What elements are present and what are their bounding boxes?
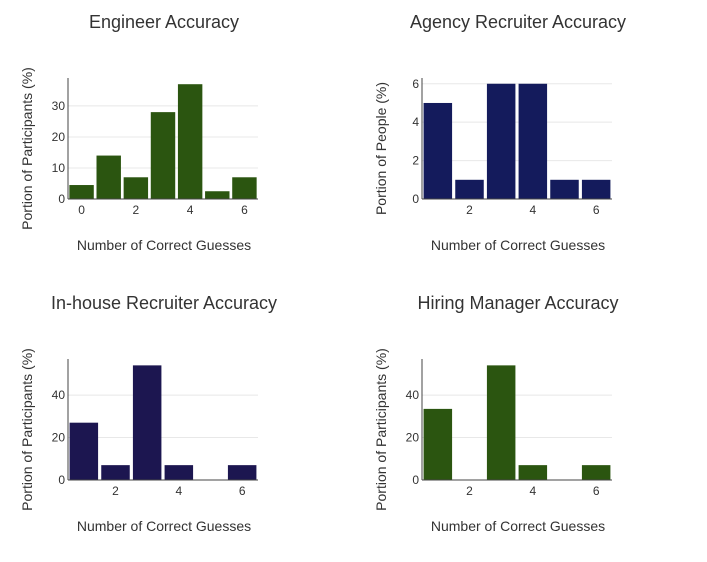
y-tick-label: 40 [406, 388, 420, 402]
bar [164, 465, 194, 480]
y-axis-label: Portion of Participants (%) [373, 348, 389, 511]
bar [123, 177, 149, 199]
chart-title: Agency Recruiter Accuracy [410, 12, 626, 32]
y-tick-label: 4 [412, 115, 419, 129]
x-tick-label: 2 [466, 203, 473, 217]
y-axis-label: Portion of Participants (%) [19, 348, 35, 511]
chart-svg: Hiring Manager Accuracy 0 20 40 2 4 6 Number of… [373, 293, 619, 534]
chart-svg: Engineer Accuracy 0 10 20 30 0 2 4 6 Number of Co… [19, 12, 258, 253]
y-axis-label: Portion of People (%) [373, 82, 389, 215]
y-tick-label: 20 [406, 431, 420, 445]
x-tick-label: 4 [175, 484, 182, 498]
x-tick-label: 2 [133, 203, 140, 217]
chart-hiring-manager-accuracy: Hiring Manager Accuracy 0 20 40 2 4 6 Number of… [354, 281, 707, 562]
x-tick-label: 6 [593, 484, 600, 498]
bar [101, 465, 130, 480]
bar [518, 83, 548, 199]
bar [518, 465, 548, 480]
x-tick-label: 0 [78, 203, 85, 217]
bar [177, 84, 203, 199]
y-tick-label: 0 [412, 192, 419, 206]
x-tick-label: 6 [241, 203, 248, 217]
chart-title: Hiring Manager Accuracy [417, 293, 618, 313]
chart-svg: Agency Recruiter Accuracy 0 2 4 6 2 4 6 Number o… [373, 12, 626, 253]
x-axis-label: Number of Correct Guesses [431, 237, 605, 253]
chart-inhouse-recruiter-accuracy: In-house Recruiter Accuracy 0 20 40 2 4 6 Numbe… [0, 281, 353, 562]
x-tick-label: 2 [466, 484, 473, 498]
bar [486, 83, 516, 199]
x-axis-label: Number of Correct Guesses [77, 237, 251, 253]
y-tick-label: 0 [58, 192, 65, 206]
bar [227, 465, 257, 480]
bar [581, 465, 611, 480]
y-tick-label: 2 [412, 154, 419, 168]
chart-title: Engineer Accuracy [89, 12, 239, 32]
bar [486, 365, 516, 480]
y-tick-label: 20 [52, 431, 66, 445]
x-tick-label: 4 [529, 203, 536, 217]
bar [581, 179, 611, 199]
x-axis-label: Number of Correct Guesses [431, 518, 605, 534]
x-tick-label: 6 [593, 203, 600, 217]
bar [132, 365, 162, 480]
bar [205, 191, 230, 199]
bar [96, 155, 121, 199]
y-tick-label: 10 [52, 161, 66, 175]
bar [69, 422, 99, 480]
bar [69, 185, 94, 199]
x-tick-label: 6 [239, 484, 246, 498]
chart-engineer-accuracy: Engineer Accuracy 0 10 20 30 0 2 4 6 Number of Co… [0, 0, 353, 281]
chart-title: In-house Recruiter Accuracy [51, 293, 277, 313]
x-tick-label: 2 [112, 484, 119, 498]
y-tick-label: 6 [412, 77, 419, 91]
bar [423, 102, 453, 199]
chart-svg: In-house Recruiter Accuracy 0 20 40 2 4 6 Numbe… [19, 293, 277, 534]
bar [423, 408, 453, 480]
y-tick-label: 0 [412, 473, 419, 487]
y-tick-label: 40 [52, 388, 66, 402]
chart-agency-recruiter-accuracy: Agency Recruiter Accuracy 0 2 4 6 2 4 6 Number o… [354, 0, 707, 281]
bar [150, 112, 176, 199]
y-tick-label: 0 [58, 473, 65, 487]
y-axis-label: Portion of Participants (%) [19, 67, 35, 230]
bar [550, 179, 579, 199]
x-tick-label: 4 [187, 203, 194, 217]
y-tick-label: 20 [52, 130, 66, 144]
x-tick-label: 4 [529, 484, 536, 498]
bar [232, 177, 257, 199]
x-axis-label: Number of Correct Guesses [77, 518, 251, 534]
bar [455, 179, 484, 199]
y-tick-label: 30 [52, 99, 66, 113]
